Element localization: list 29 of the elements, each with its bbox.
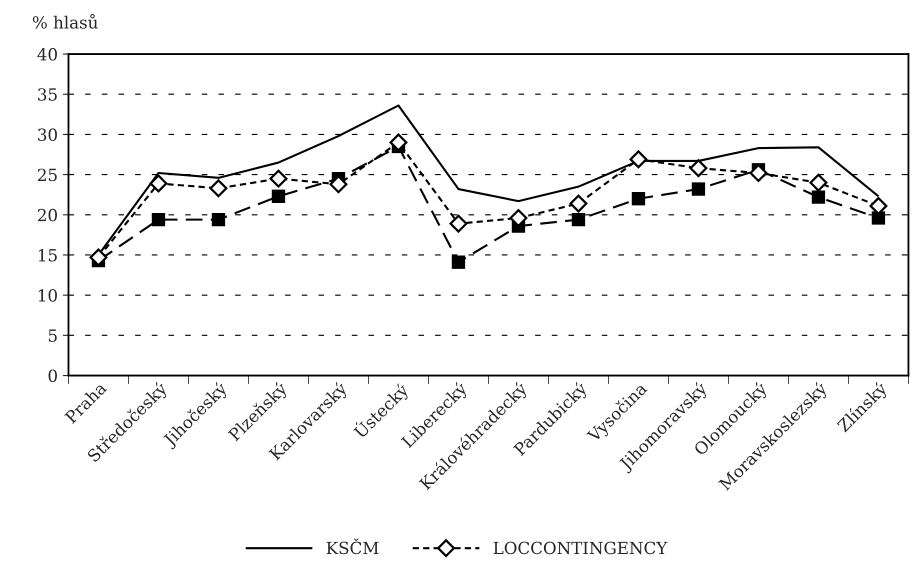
point (809, 174, 828, 192)
y-tick-label: 40 (37, 48, 57, 61)
point (812, 190, 826, 204)
point (632, 192, 646, 206)
point (692, 182, 706, 196)
point (629, 150, 648, 168)
point (270, 170, 288, 188)
legend-label: LOCCONTINGENCY (494, 542, 668, 554)
point (572, 212, 586, 226)
point (872, 211, 886, 225)
y-tick-label: 20 (38, 208, 57, 222)
y-tick-label: 0 (48, 370, 57, 382)
point (689, 159, 708, 178)
point (452, 256, 466, 269)
point (569, 194, 588, 213)
y-axis-title: % hlasů (32, 14, 98, 29)
y-tick-label: 25 (38, 168, 57, 182)
y-tick-label: 35 (38, 88, 57, 101)
point (272, 190, 286, 203)
point (212, 212, 226, 226)
y-tick-label: 15 (38, 248, 57, 262)
y-tick-label: 5 (48, 330, 57, 342)
point (152, 212, 166, 226)
y-tick-label: 30 (38, 128, 57, 141)
point (449, 214, 468, 233)
legend-label: KSČM (326, 538, 379, 554)
point (150, 174, 168, 192)
point (210, 179, 228, 198)
y-tick-label: 10 (38, 289, 57, 302)
